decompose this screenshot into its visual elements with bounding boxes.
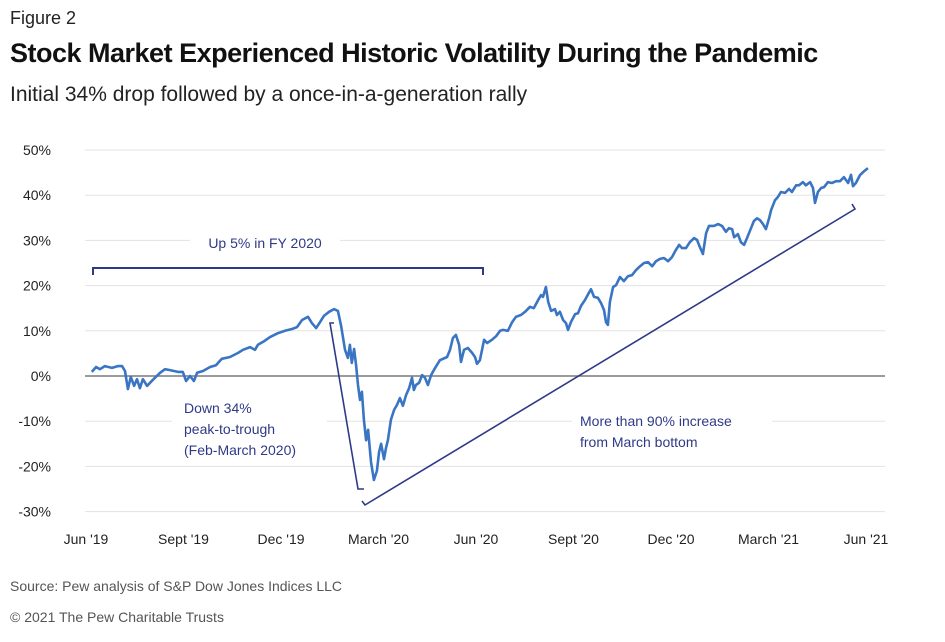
rally-annotation-line2: from March bottom	[580, 434, 697, 450]
fy2020-label-bg	[190, 230, 340, 254]
rally-annotation-line1: More than 90% increase	[580, 413, 732, 429]
y-tick-label: -30%	[18, 504, 51, 520]
copyright-note: © 2021 The Pew Charitable Trusts	[10, 609, 224, 625]
x-axis-ticks: Jun '19 Sept '19 Dec '19 March '20 Jun '20 Se…	[64, 531, 889, 547]
x-tick-label: March '21	[738, 531, 799, 547]
x-tick-label: Sept '19	[158, 531, 209, 547]
source-note: Source: Pew analysis of S&P Dow Jones In…	[10, 578, 343, 594]
figure-label: Figure 2	[10, 8, 77, 28]
drop-label-bg	[172, 396, 327, 462]
x-tick-label: Jun '20	[454, 531, 499, 547]
rally-label-bg	[572, 408, 772, 454]
y-tick-label: 0%	[31, 368, 51, 384]
chart-subtitle: Initial 34% drop followed by a once-in-a…	[10, 83, 528, 106]
series-line-sp500	[90, 167, 869, 482]
y-tick-label: -10%	[18, 413, 51, 429]
x-tick-label: Dec '19	[257, 531, 304, 547]
y-tick-label: 10%	[23, 323, 51, 339]
drop-annotation-line3: (Feb-March 2020)	[184, 442, 296, 458]
fy2020-annotation: Up 5% in FY 2020	[208, 235, 322, 251]
x-tick-label: March '20	[348, 531, 409, 547]
x-tick-label: Jun '21	[844, 531, 889, 547]
y-tick-label: 20%	[23, 278, 51, 294]
chart-title: Stock Market Experienced Historic Volati…	[10, 38, 818, 68]
y-axis-ticks: 50% 40% 30% 20% 10% 0% -10% -20% -30%	[18, 142, 51, 520]
y-tick-label: -20%	[18, 458, 51, 474]
rally-line	[361, 203, 857, 507]
y-tick-label: 30%	[23, 232, 51, 248]
decline-bracket	[329, 322, 364, 490]
x-tick-label: Sept '20	[548, 531, 599, 547]
y-tick-label: 50%	[23, 142, 51, 158]
drop-annotation-line1: Down 34%	[184, 400, 252, 416]
fy2020-bracket	[92, 267, 484, 275]
y-tick-label: 40%	[23, 187, 51, 203]
x-tick-label: Dec '20	[647, 531, 694, 547]
drop-annotation-line2: peak-to-trough	[184, 421, 275, 437]
x-tick-label: Jun '19	[64, 531, 109, 547]
